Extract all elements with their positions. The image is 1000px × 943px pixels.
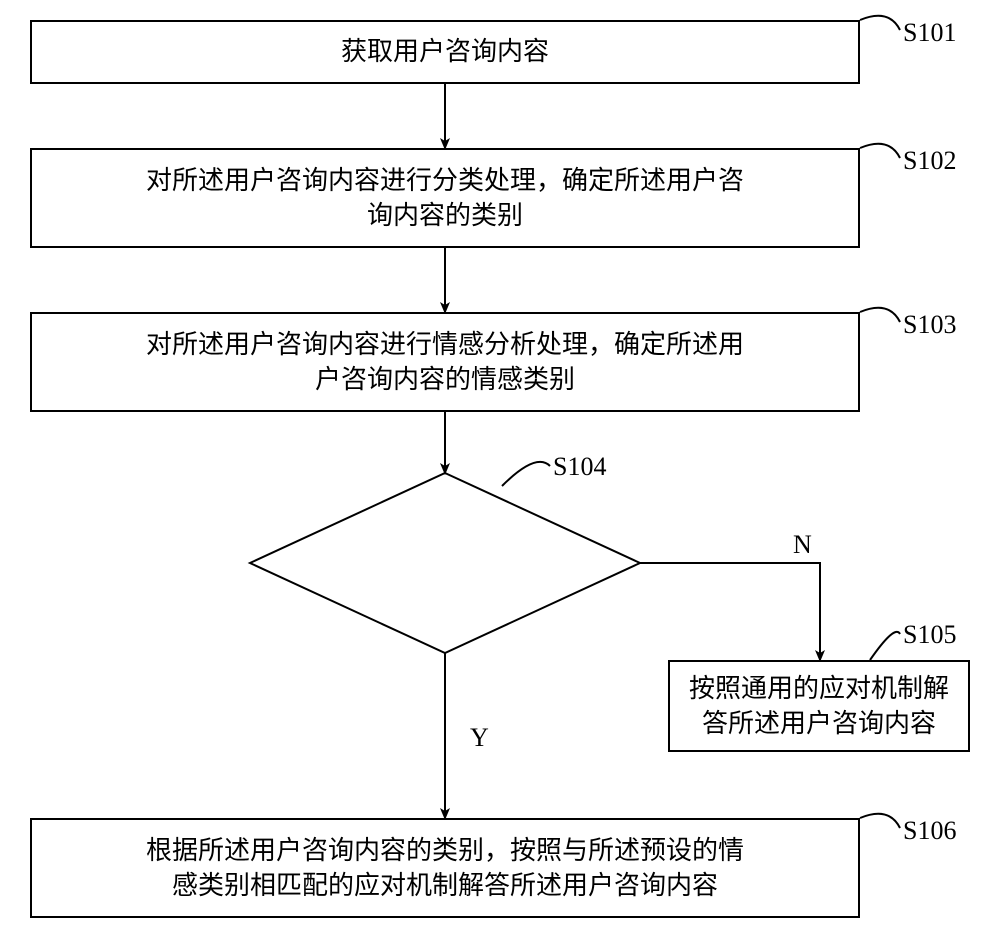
branch-yes-label: Y <box>470 723 489 753</box>
node-s106: 根据所述用户咨询内容的类别，按照与所述预设的情感类别相匹配的应对机制解答所述用户… <box>30 818 860 918</box>
node-s103: 对所述用户咨询内容进行情感分析处理，确定所述用户咨询内容的情感类别 <box>30 312 860 412</box>
label-s104: S104 <box>553 452 606 482</box>
leader-s103 <box>860 308 900 322</box>
flowchart-svg-overlay <box>0 0 1000 943</box>
node-s106-text: 根据所述用户咨询内容的类别，按照与所述预设的情感类别相匹配的应对机制解答所述用户… <box>146 833 744 903</box>
leader-s101 <box>860 16 900 30</box>
branch-no-label: N <box>793 530 812 560</box>
edge-s104-s105 <box>640 563 820 660</box>
leader-s102 <box>860 144 900 158</box>
node-s102: 对所述用户咨询内容进行分类处理，确定所述用户咨询内容的类别 <box>30 148 860 248</box>
node-s101-text: 获取用户咨询内容 <box>341 34 549 69</box>
node-s101: 获取用户咨询内容 <box>30 20 860 84</box>
label-s105: S105 <box>903 620 956 650</box>
leader-s104 <box>502 462 550 486</box>
label-s106: S106 <box>903 816 956 846</box>
leader-s105 <box>870 632 900 660</box>
label-s103: S103 <box>903 310 956 340</box>
node-s104-text: 用户咨询内容的情感类别为预设的情感类别 <box>315 531 575 595</box>
node-s104-text-wrap: 用户咨询内容的情感类别为预设的情感类别 <box>295 528 595 598</box>
leader-s106 <box>860 814 900 828</box>
node-s105-text: 按照通用的应对机制解答所述用户咨询内容 <box>689 671 949 741</box>
node-s102-text: 对所述用户咨询内容进行分类处理，确定所述用户咨询内容的类别 <box>146 163 744 233</box>
flowchart-canvas: 获取用户咨询内容 对所述用户咨询内容进行分类处理，确定所述用户咨询内容的类别 对… <box>0 0 1000 943</box>
label-s102: S102 <box>903 146 956 176</box>
node-s103-text: 对所述用户咨询内容进行情感分析处理，确定所述用户咨询内容的情感类别 <box>146 327 744 397</box>
label-s101: S101 <box>903 18 956 48</box>
node-s105: 按照通用的应对机制解答所述用户咨询内容 <box>668 660 970 752</box>
